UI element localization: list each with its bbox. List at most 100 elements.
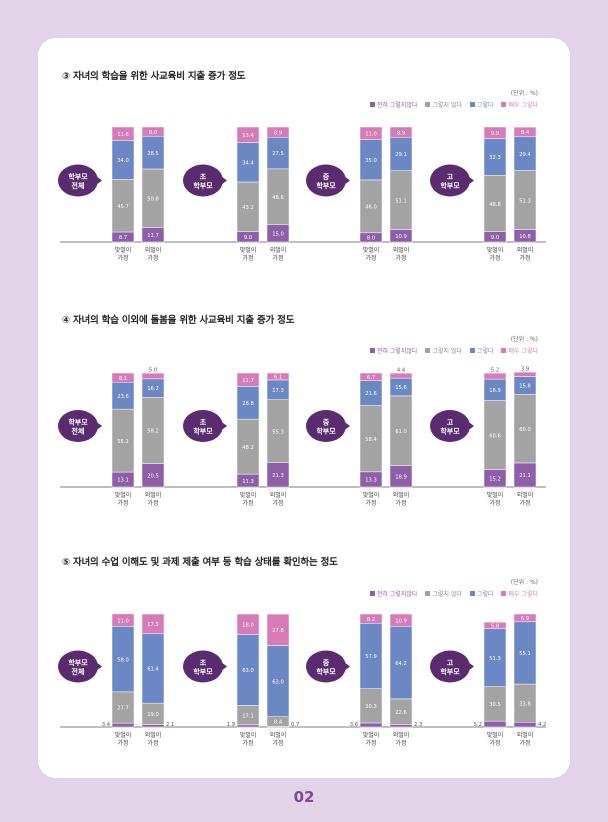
bar-segment [141,724,165,728]
category-label: 맞벌이 [363,491,380,499]
category-label: 가정 [242,254,253,262]
legend-label: 그렇다 [476,591,494,598]
category-label: 가정 [117,254,128,262]
data-label: 64.2 [395,661,407,667]
category-label: 외벌이 [517,491,534,499]
data-label: 34.0 [117,158,129,164]
bubble-shape [430,164,474,197]
category-label: 맞벌이 [363,731,380,739]
data-label: 1.9 [227,722,235,728]
category-label: 가정 [519,739,530,747]
bar-segment [483,372,507,380]
legend-label: 그렇지 않다 [432,591,462,598]
data-label: 20.5 [147,474,159,480]
group-label: 학부모 [316,181,336,190]
data-label: 55.3 [272,429,284,435]
bar-segment [483,126,507,139]
group-label: 학부모 [68,658,88,667]
category-label: 가정 [117,739,128,747]
legend-3: 전혀 그렇지않다 그렇지 않다 그렇다 매우 그렇다 [369,100,538,109]
bar-segment [266,613,290,646]
data-label: 21.1 [519,473,531,479]
data-label: 11.3 [242,479,254,485]
data-label: 8.4 [274,720,283,726]
category-label: 외벌이 [145,246,162,254]
data-label: 61.4 [147,667,159,673]
data-label: 8.7 [119,235,127,241]
bar-segment [513,613,537,623]
data-label: 33.8 [519,701,531,707]
legend-item: 그렇다 [469,589,494,598]
bar-segment [359,126,383,140]
category-label: 외벌이 [393,731,410,739]
group-label: 학부모 [440,427,460,436]
bubble-shape [430,650,474,683]
category-label: 가정 [117,499,128,507]
legend-label: 전혀 그렇지않다 [376,102,418,109]
legend-swatch [369,102,375,107]
data-label: 27.7 [117,706,129,712]
bar-segment [236,126,260,143]
group-label: 학부모 [316,667,336,676]
data-label: 63.0 [272,679,284,685]
data-label: 15.2 [489,477,501,483]
category-label: 가정 [489,739,500,747]
bar-segment [266,372,290,381]
category-label: 가정 [272,499,283,507]
category-label: 맞벌이 [115,731,132,739]
legend-label: 전혀 그렇지않다 [376,348,418,355]
data-label: 18.9 [395,474,407,480]
data-label: 11.0 [117,618,129,624]
legend-5: 전혀 그렇지않다 그렇지 않다 그렇다 매우 그렇다 [369,589,538,598]
bar-segment [513,371,537,377]
data-label: 8.1 [119,376,127,382]
legend-swatch [501,348,507,353]
group-label: 학부모 [68,172,88,181]
category-label: 외벌이 [270,731,287,739]
data-label: 17.3 [272,388,284,394]
group-label: 전체 [72,181,85,190]
data-label: 29.1 [395,152,407,158]
bubble-shape [306,410,350,442]
category-label: 외벌이 [145,731,162,739]
category-label: 외벌이 [393,246,410,254]
data-label: 0.7 [291,722,299,728]
group-label: 초 [200,172,207,181]
data-label: 48.2 [242,445,254,451]
data-label: 22.6 [395,710,407,716]
data-label: 15.8 [519,384,531,390]
data-label: 5.2 [474,722,482,728]
data-label: 8.0 [367,236,375,242]
data-label: 48.6 [272,195,284,201]
category-label: 맞벌이 [240,491,257,499]
legend-label: 전혀 그렇지않다 [376,591,418,598]
data-label: 6.1 [274,375,282,381]
data-label: 55.2 [117,439,129,445]
data-label: 45.7 [117,204,129,210]
data-label: 10.9 [395,618,407,624]
legend-label: 매우 그렇다 [508,102,538,109]
data-label: 2.1 [166,722,174,728]
legend-item: 전혀 그렇지않다 [369,589,418,598]
bar-segment [513,126,537,138]
data-label: 6.9 [521,616,529,622]
group-label: 중 [323,659,330,667]
legend-item: 그렇지 않다 [425,100,462,109]
data-label: 51.3 [519,198,531,204]
data-label: 10.9 [395,234,407,240]
category-label: 가정 [519,499,530,507]
data-label: 55.1 [519,651,531,657]
legend-label: 그렇지 않다 [432,102,462,109]
category-label: 가정 [242,739,253,747]
group-label: 전체 [72,667,85,676]
bar-segment [359,722,383,728]
legend-swatch [425,102,431,107]
data-label: 13.4 [242,133,254,139]
